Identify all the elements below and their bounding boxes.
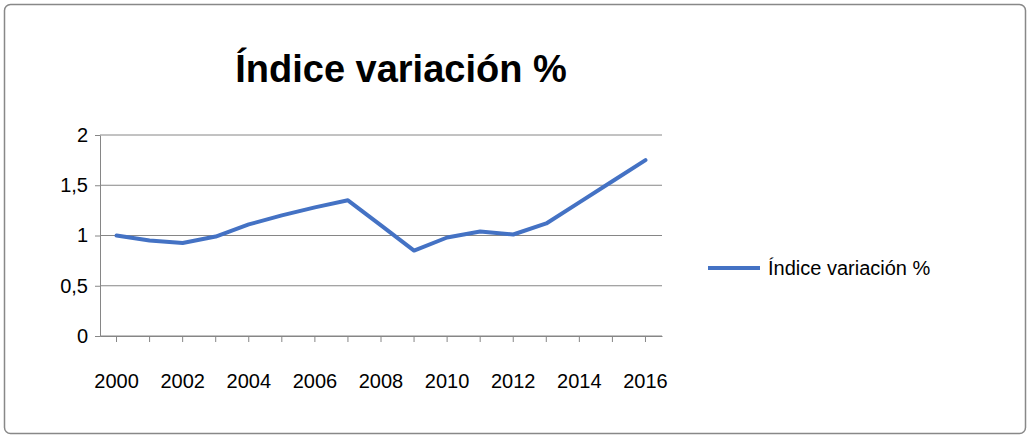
x-tick-mark <box>579 336 580 342</box>
x-tick-label: 2016 <box>623 370 668 392</box>
y-tick: 1 <box>77 224 100 246</box>
x-tick-mark <box>447 336 448 342</box>
series-line <box>117 160 646 250</box>
x-tick-label: 2010 <box>425 370 470 392</box>
grid-line <box>100 185 662 186</box>
x-tick-mark <box>215 336 216 342</box>
y-tick-mark <box>95 236 100 237</box>
x-tick-label: 2008 <box>359 370 404 392</box>
x-tick <box>414 336 415 342</box>
y-tick: 2 <box>77 124 100 146</box>
y-tick-mark <box>95 185 100 186</box>
x-tick-mark <box>645 336 646 342</box>
chart: Índice variación %00,511,522000200220042… <box>0 0 1030 438</box>
y-tick-label: 1 <box>77 224 88 246</box>
x-tick-mark <box>347 336 348 342</box>
y-tick-mark <box>95 286 100 287</box>
x-tick: 2014 <box>557 336 602 392</box>
y-tick: 1,5 <box>60 174 100 196</box>
x-tick-label: 2014 <box>557 370 602 392</box>
x-axis: 2000 2002 2004 2006 2008 2010 2012 2014 2016 <box>94 336 667 392</box>
y-tick-label: 2 <box>77 124 88 146</box>
x-tick: 2002 <box>160 336 205 392</box>
x-tick: 2008 <box>359 336 404 392</box>
x-tick-mark <box>182 336 183 342</box>
x-tick <box>215 336 216 342</box>
x-tick <box>347 336 348 342</box>
x-tick: 2010 <box>425 336 470 392</box>
x-tick-mark <box>381 336 382 342</box>
legend-swatch <box>708 266 760 270</box>
x-tick-mark <box>480 336 481 342</box>
x-tick-mark <box>281 336 282 342</box>
legend-label: Índice variación % <box>768 257 931 279</box>
x-tick: 2006 <box>293 336 338 392</box>
chart-title: Índice variación % <box>235 47 567 90</box>
y-tick-label: 1,5 <box>60 174 88 196</box>
y-tick: 0,5 <box>60 275 100 297</box>
x-tick-mark <box>513 336 514 342</box>
x-tick <box>546 336 547 342</box>
x-tick-label: 2006 <box>293 370 338 392</box>
x-tick-mark <box>546 336 547 342</box>
x-tick <box>612 336 613 342</box>
chart-frame <box>5 5 1026 434</box>
x-tick-mark <box>314 336 315 342</box>
x-tick: 2016 <box>623 336 668 392</box>
y-tick-mark <box>95 135 100 136</box>
x-tick-label: 2000 <box>94 370 139 392</box>
grid-line <box>100 235 662 236</box>
x-tick <box>281 336 282 342</box>
x-tick-mark <box>248 336 249 342</box>
grid <box>100 135 662 336</box>
legend: Índice variación % <box>708 257 931 279</box>
plot-marks <box>117 160 646 250</box>
grid-line <box>100 135 662 136</box>
x-tick-mark <box>116 336 117 342</box>
y-axis: 0 0,5 1 1,5 2 <box>60 124 100 347</box>
y-tick-mark <box>95 336 100 337</box>
x-tick-mark <box>149 336 150 342</box>
x-tick-mark <box>414 336 415 342</box>
y-tick-label: 0 <box>77 325 88 347</box>
y-tick-label: 0,5 <box>60 275 88 297</box>
x-tick <box>149 336 150 342</box>
x-tick-mark <box>612 336 613 342</box>
x-tick: 2000 <box>94 336 139 392</box>
x-tick-label: 2002 <box>160 370 205 392</box>
y-tick: 0 <box>77 325 100 347</box>
y-axis-line <box>100 136 101 337</box>
grid-line <box>100 285 662 286</box>
x-tick-label: 2004 <box>227 370 272 392</box>
x-tick <box>480 336 481 342</box>
x-tick: 2012 <box>491 336 536 392</box>
x-tick: 2004 <box>227 336 272 392</box>
x-tick-label: 2012 <box>491 370 536 392</box>
